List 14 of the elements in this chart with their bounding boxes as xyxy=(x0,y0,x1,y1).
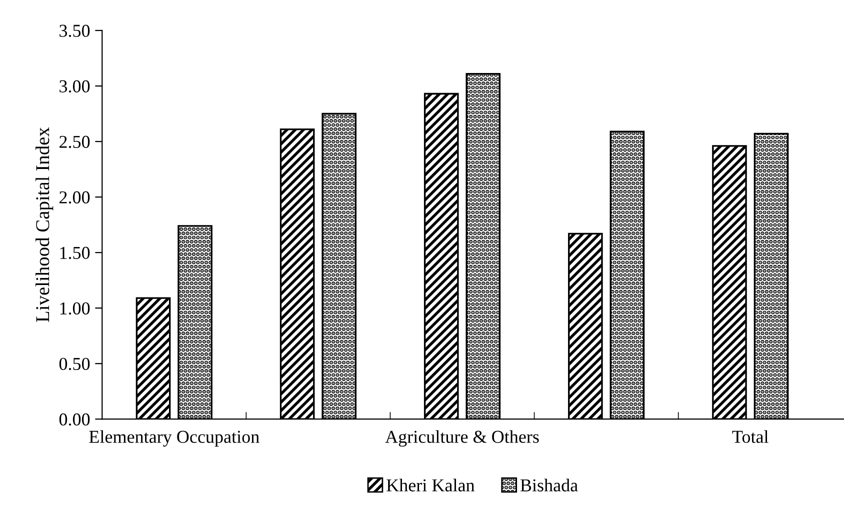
legend-label: Bishada xyxy=(520,478,578,492)
x-tick-label: Total xyxy=(732,430,768,443)
y-tick-label: 3.50 xyxy=(60,24,90,37)
y-tick-label: 2.50 xyxy=(60,136,90,148)
y-tick-label: 3.00 xyxy=(60,80,90,93)
y-tick-label: 0.50 xyxy=(59,358,90,370)
x-tick-label: Elementary Occupation xyxy=(89,430,260,447)
y-tick-label: 0.00 xyxy=(59,413,90,426)
y-tick-label: 1.00 xyxy=(60,302,90,315)
y-tick-label: 2.00 xyxy=(60,191,90,204)
x-tick-label: Agriculture & Others xyxy=(385,430,539,447)
legend-label: Kheri Kalan xyxy=(386,478,475,492)
y-tick-label: 1.50 xyxy=(60,246,90,260)
y-axis-title: Livelihood Capital Index xyxy=(36,127,54,322)
